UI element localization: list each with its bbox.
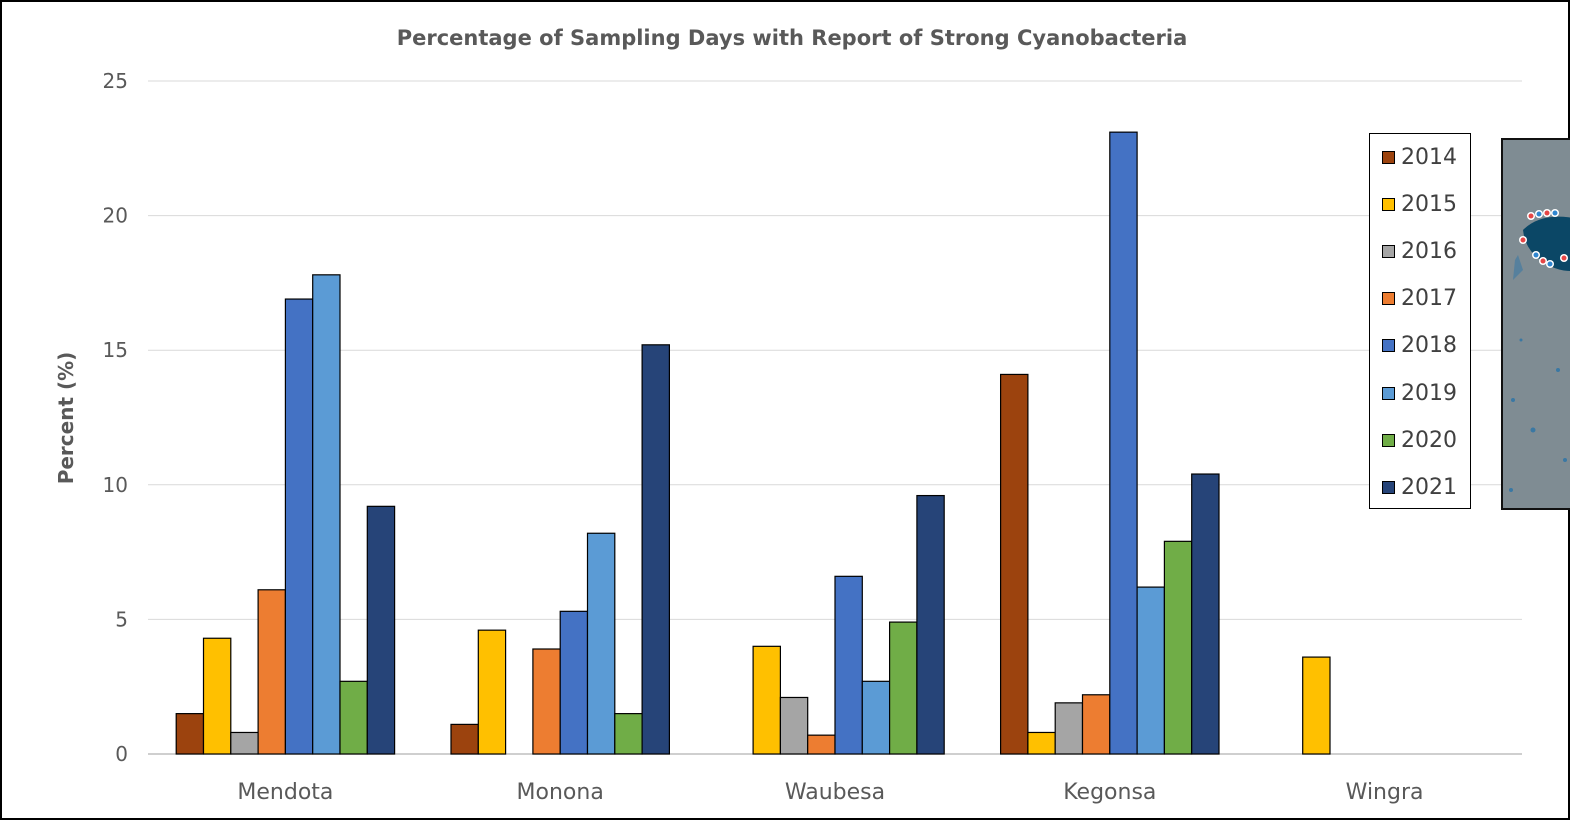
legend-item: 2018 (1382, 331, 1457, 361)
legend-label: 2020 (1401, 427, 1457, 453)
map-pin-icon (1519, 209, 1568, 268)
x-tick-label: Wingra (1346, 780, 1424, 805)
legend-item: 2019 (1382, 378, 1457, 408)
y-tick-label: 15 (103, 338, 128, 362)
bar-kegonsa-2018 (1109, 131, 1138, 755)
legend-item: 2017 (1382, 284, 1457, 314)
legend-label: 2021 (1401, 474, 1457, 500)
bar-kegonsa-2019 (1136, 586, 1165, 755)
legend: 2014 2015 2016 2017 2018 2019 2020 2021 (1369, 133, 1471, 509)
bar-waubesa-2016 (779, 696, 809, 755)
legend-item: 2021 (1382, 472, 1457, 502)
bar-monona-2017 (532, 648, 561, 755)
bar-kegonsa-2014 (999, 373, 1029, 755)
legend-item: 2014 (1382, 142, 1457, 172)
y-tick-label: 25 (103, 69, 128, 93)
y-tick-label: 0 (115, 742, 128, 766)
bar-kegonsa-2020 (1163, 540, 1193, 755)
tick-labels: 0 5 10 15 20 25 Mendota Monona Waubesa Kegonsa Win… (103, 69, 1424, 805)
x-tick-label: Monona (517, 780, 604, 805)
chart-title: Percentage of Sampling Days with Report … (396, 26, 1188, 50)
bar-mendota-2019 (312, 274, 341, 755)
legend-swatch (1382, 150, 1395, 164)
x-tick-label: Mendota (237, 780, 333, 805)
legend-swatch (1382, 386, 1395, 400)
legend-item: 2015 (1382, 189, 1457, 219)
legend-swatch (1382, 292, 1395, 306)
bar-monona-2015 (477, 629, 507, 755)
bar-mendota-2020 (339, 680, 368, 755)
x-tick-label: Kegonsa (1063, 780, 1156, 805)
bar-waubesa-2018 (834, 575, 863, 755)
bar-monona-2019 (586, 532, 616, 755)
bar-mendota-2016 (230, 731, 259, 755)
bar-kegonsa-2015 (1027, 731, 1056, 755)
bars (175, 131, 1331, 755)
bar-monona-2020 (614, 713, 643, 755)
x-tick-label: Waubesa (785, 780, 885, 805)
bar-wingra-2015 (1302, 656, 1331, 755)
legend-label: 2015 (1401, 191, 1457, 217)
legend-label: 2018 (1401, 333, 1457, 359)
legend-swatch (1382, 244, 1395, 258)
y-tick-label: 5 (115, 607, 128, 631)
legend-swatch (1382, 339, 1395, 353)
lake-map-thumbnail (1501, 138, 1570, 510)
bar-kegonsa-2021 (1191, 473, 1220, 755)
legend-item: 2020 (1382, 425, 1457, 455)
bar-waubesa-2017 (807, 734, 836, 755)
legend-label: 2016 (1401, 238, 1457, 264)
legend-swatch (1382, 480, 1395, 494)
bar-monona-2018 (559, 610, 589, 755)
bar-kegonsa-2017 (1081, 694, 1111, 755)
bar-waubesa-2019 (861, 680, 891, 755)
bar-mendota-2015 (202, 637, 232, 755)
bar-mendota-2014 (175, 713, 205, 755)
bar-waubesa-2020 (888, 621, 918, 755)
bar-mendota-2018 (284, 298, 314, 755)
legend-label: 2019 (1401, 380, 1457, 406)
bar-monona-2014 (450, 723, 479, 755)
legend-label: 2017 (1401, 286, 1457, 312)
bar-mendota-2017 (257, 589, 287, 755)
legend-swatch (1382, 433, 1395, 447)
y-tick-label: 20 (103, 204, 128, 228)
bar-waubesa-2015 (752, 645, 781, 755)
bar-monona-2021 (641, 344, 670, 755)
legend-swatch (1382, 197, 1395, 211)
y-axis-label: Percent (%) (54, 351, 78, 485)
bar-waubesa-2021 (916, 494, 945, 755)
bar-kegonsa-2016 (1054, 702, 1084, 755)
legend-item: 2016 (1382, 236, 1457, 266)
y-tick-label: 10 (103, 473, 128, 497)
legend-label: 2014 (1401, 144, 1457, 170)
bar-mendota-2021 (366, 505, 396, 755)
